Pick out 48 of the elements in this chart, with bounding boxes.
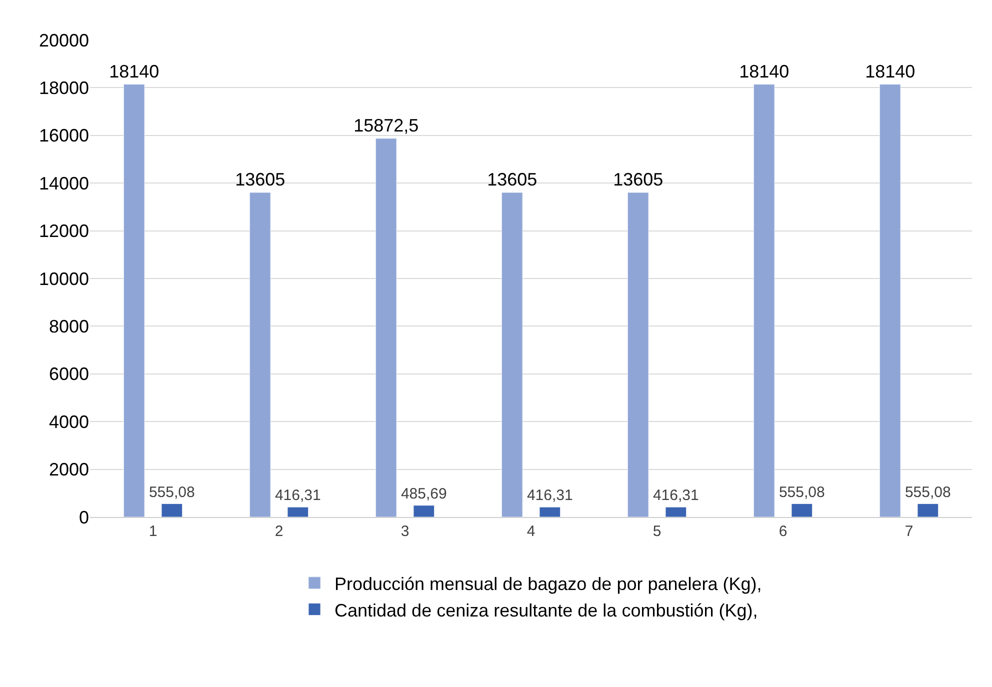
data-label: 18140 bbox=[865, 61, 916, 82]
bar bbox=[665, 506, 687, 517]
y-tick-label: 12000 bbox=[38, 221, 89, 242]
data-label: 13605 bbox=[613, 170, 664, 190]
data-label: 18140 bbox=[109, 61, 160, 82]
x-tick-label: 5 bbox=[652, 523, 662, 540]
bar bbox=[917, 504, 939, 517]
data-label: 416,31 bbox=[526, 487, 573, 504]
y-tick-label: 14000 bbox=[38, 173, 89, 194]
data-label: 555,08 bbox=[778, 484, 825, 501]
x-tick-label: 6 bbox=[778, 523, 788, 540]
data-label: 416,31 bbox=[652, 487, 699, 504]
data-label: 18140 bbox=[739, 61, 790, 82]
x-tick-label: 1 bbox=[148, 523, 158, 540]
legend-label: Producción mensual de bagazo de por panelera (Kg), bbox=[334, 574, 762, 594]
bar bbox=[287, 506, 309, 517]
x-tick-label: 2 bbox=[274, 523, 284, 540]
y-tick-label: 16000 bbox=[38, 126, 89, 146]
bar bbox=[539, 506, 561, 517]
y-tick-label: 6000 bbox=[48, 364, 89, 384]
x-tick-label: 4 bbox=[526, 523, 536, 540]
bar bbox=[501, 192, 523, 517]
y-tick-label: 18000 bbox=[38, 78, 89, 98]
y-tick-label: 10000 bbox=[38, 268, 89, 289]
data-label: 13605 bbox=[235, 170, 286, 190]
data-label: 555,08 bbox=[148, 484, 195, 501]
bar bbox=[791, 504, 813, 517]
x-tick-label: 7 bbox=[904, 523, 914, 540]
y-tick-label: 20000 bbox=[38, 30, 89, 50]
bar bbox=[249, 192, 271, 517]
y-tick-label: 2000 bbox=[48, 460, 89, 480]
x-tick-label: 3 bbox=[400, 523, 410, 540]
y-tick-label: 4000 bbox=[48, 412, 89, 432]
data-label: 13605 bbox=[487, 170, 538, 190]
bar bbox=[123, 84, 145, 517]
legend-label: Cantidad de ceniza resultante de la combustión (Kg), bbox=[334, 600, 758, 620]
bar bbox=[413, 505, 435, 517]
y-tick-label: 0 bbox=[78, 507, 89, 528]
data-label: 416,31 bbox=[274, 487, 321, 504]
data-label: 15872,5 bbox=[354, 115, 419, 136]
data-label: 555,08 bbox=[904, 484, 951, 501]
bar bbox=[375, 138, 397, 517]
bar bbox=[627, 192, 649, 517]
data-label: 485,69 bbox=[400, 485, 447, 502]
bar bbox=[879, 84, 901, 517]
y-tick-label: 8000 bbox=[48, 316, 89, 336]
bar bbox=[161, 504, 183, 517]
bar bbox=[753, 84, 775, 517]
